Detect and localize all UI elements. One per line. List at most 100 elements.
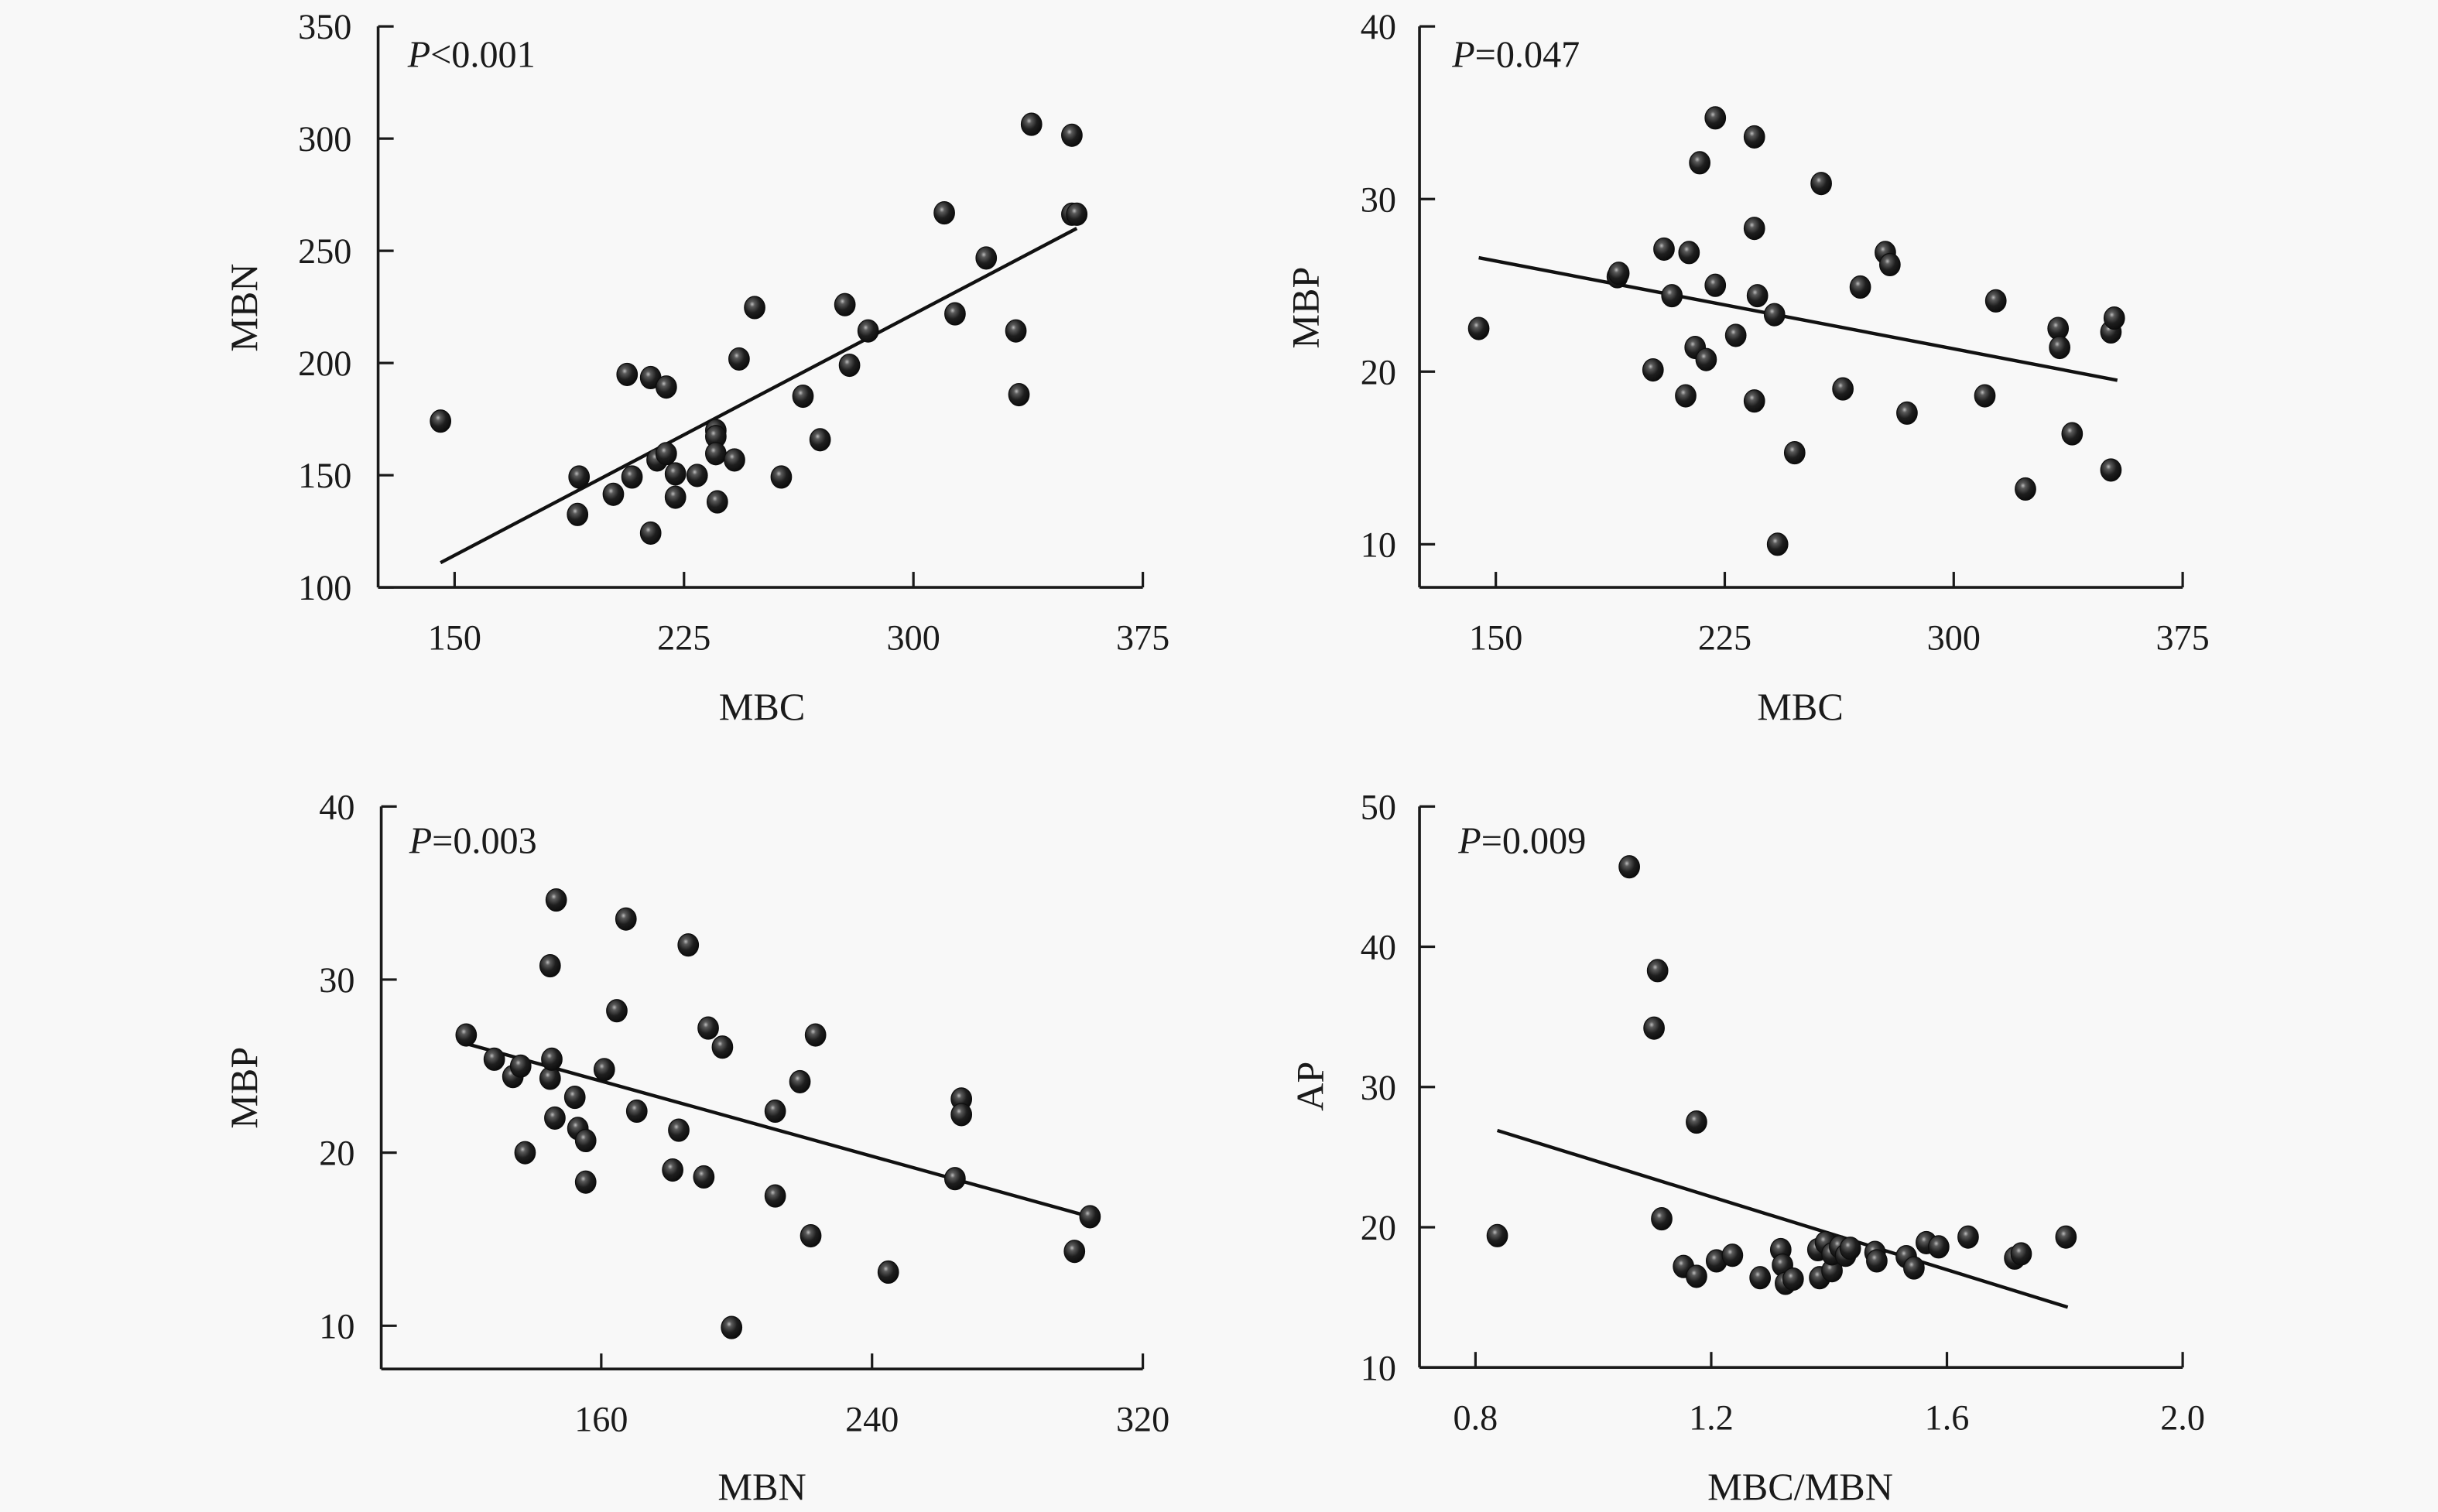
x-tick-label: 300	[1927, 617, 1981, 657]
data-point	[455, 1023, 478, 1047]
data-point	[664, 462, 687, 486]
data-point	[800, 1223, 822, 1248]
data-point	[1486, 1223, 1508, 1247]
panel-mbn-mbp: P=0.003 MBN MBP 10 20 30 40 160 240 320	[222, 787, 1169, 1508]
data-point	[834, 292, 856, 316]
x-tick-label: 2.0	[2160, 1398, 2205, 1438]
data-point	[568, 465, 591, 489]
x-tick-label: 1.2	[1689, 1398, 1734, 1438]
data-point	[1642, 357, 1664, 382]
data-point	[1746, 284, 1769, 308]
data-point	[1008, 382, 1030, 407]
data-point	[1721, 1243, 1744, 1267]
x-tick-label: 0.8	[1454, 1398, 1498, 1438]
x-tick-label: 150	[428, 617, 481, 657]
data-point	[764, 1184, 786, 1208]
y-tick-label: 20	[319, 1134, 354, 1173]
y-tick-label: 10	[319, 1306, 354, 1346]
x-tick-label: 320	[1116, 1400, 1169, 1439]
data-point	[728, 347, 750, 371]
y-tick-label: 50	[1361, 787, 1396, 826]
data-point	[770, 465, 793, 489]
x-axis-title: MBC	[719, 685, 806, 728]
data-point	[1849, 275, 1871, 299]
data-point	[1020, 112, 1043, 136]
data-point	[606, 999, 628, 1023]
data-point	[706, 490, 728, 514]
data-point	[593, 1058, 615, 1082]
y-tick-label: 200	[298, 344, 351, 383]
data-point	[662, 1158, 683, 1182]
x-tick-label: 225	[657, 617, 711, 657]
y-tick-label: 30	[1361, 180, 1396, 219]
data-point	[1766, 532, 1789, 556]
data-point	[809, 428, 831, 452]
data-point	[639, 521, 662, 545]
data-point	[430, 409, 452, 433]
data-point	[539, 953, 561, 978]
x-tick-label: 300	[887, 617, 940, 657]
y-tick-label: 300	[298, 119, 351, 159]
data-point	[1643, 1016, 1665, 1040]
trend-line	[440, 227, 1078, 565]
data-point	[615, 907, 637, 931]
p-value: =0.003	[432, 821, 537, 862]
data-point	[567, 502, 589, 526]
data-point	[877, 1260, 899, 1285]
data-point	[1896, 401, 1918, 425]
p-symbol: P	[407, 34, 430, 75]
y-tick-label: 20	[1361, 352, 1396, 392]
data-point	[1743, 125, 1765, 149]
data-point	[705, 442, 727, 466]
x-axis-title: MBC	[1757, 685, 1844, 728]
data-point	[1066, 202, 1088, 226]
p-symbol: P	[409, 821, 432, 862]
data-point	[1651, 1207, 1673, 1231]
data-point	[1704, 106, 1727, 130]
data-point	[1866, 1249, 1888, 1273]
data-point	[1646, 959, 1669, 983]
data-point	[2103, 306, 2125, 330]
data-point	[1984, 289, 2007, 313]
data-point	[483, 1047, 505, 1071]
y-tick-label: 150	[298, 456, 351, 495]
data-point	[1832, 377, 1854, 401]
y-axis-title: AP	[1289, 1062, 1332, 1111]
data-point	[711, 1035, 734, 1059]
y-axis-title: MBP	[222, 1047, 265, 1129]
p-value-annotation: P=0.009	[1457, 821, 1586, 862]
data-point	[1005, 319, 1027, 343]
data-point	[602, 482, 625, 506]
data-point	[574, 1170, 597, 1194]
data-point	[655, 442, 677, 466]
data-point	[724, 448, 745, 472]
p-value-annotation: P=0.003	[409, 821, 537, 862]
data-point	[1957, 1225, 1979, 1249]
data-point	[563, 1085, 586, 1110]
data-point	[655, 375, 677, 399]
data-point	[574, 1128, 597, 1153]
data-point	[789, 1069, 811, 1093]
data-point	[1079, 1205, 1101, 1229]
data-point	[1974, 384, 1996, 408]
data-point	[1749, 1266, 1772, 1290]
data-point	[857, 319, 879, 343]
data-point	[1743, 389, 1765, 413]
data-point	[804, 1023, 827, 1047]
x-tick-label: 375	[2156, 617, 2209, 657]
data-point	[2015, 477, 2036, 501]
data-point	[1724, 323, 1747, 347]
panel-mbc-mbn: P<0.001 MBC MBN 100 150 200 250 300 350 150 225…	[222, 7, 1169, 728]
data-point	[1743, 217, 1765, 241]
data-point	[2010, 1242, 2032, 1266]
trend-line	[465, 1042, 1091, 1219]
trend-line	[1478, 255, 2118, 382]
data-point	[1686, 1264, 1707, 1288]
x-axis-title: MBN	[717, 1465, 806, 1508]
panel-ratio-ap: P=0.009 MBC/MBN AP 10 20 30 40 50 0.8 1.2 1.6 2.…	[1289, 787, 2205, 1508]
y-tick-label: 30	[1361, 1068, 1396, 1107]
data-point	[2049, 335, 2071, 360]
data-point	[764, 1099, 786, 1124]
data-point	[1782, 1267, 1804, 1291]
p-symbol: P	[1451, 34, 1474, 75]
